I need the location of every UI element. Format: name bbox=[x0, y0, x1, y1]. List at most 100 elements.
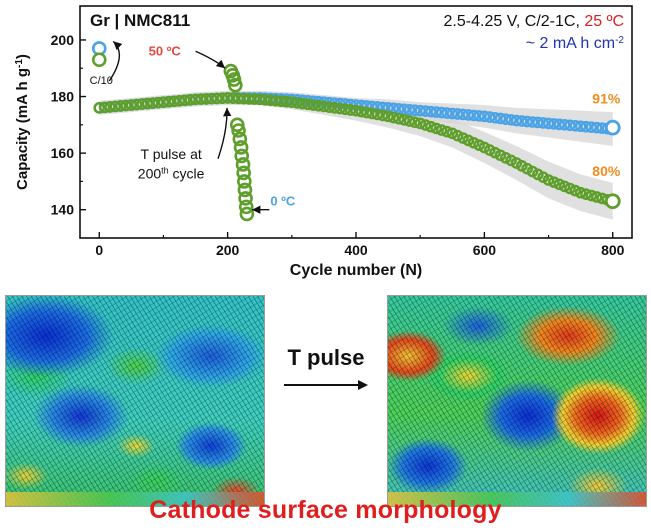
data-point bbox=[542, 117, 555, 130]
cold-temp-label: 0 ºC bbox=[270, 193, 296, 208]
data-point bbox=[414, 117, 426, 130]
surface-morphology-before bbox=[6, 296, 264, 506]
data-point bbox=[243, 93, 255, 105]
data-point bbox=[136, 98, 148, 110]
morphology-caption: Cathode surface morphology bbox=[149, 496, 502, 524]
data-point bbox=[478, 110, 491, 123]
hot-arrow bbox=[195, 50, 226, 69]
data-point bbox=[216, 92, 229, 104]
data-point bbox=[146, 97, 159, 109]
data-point bbox=[275, 95, 287, 108]
data-point bbox=[98, 101, 111, 114]
data-point bbox=[323, 101, 336, 113]
data-point bbox=[269, 94, 282, 107]
data-point bbox=[168, 95, 180, 108]
data-point bbox=[590, 121, 603, 134]
data-point bbox=[344, 104, 357, 116]
data-point bbox=[457, 108, 469, 121]
data-point bbox=[114, 100, 127, 112]
end-point-green bbox=[604, 193, 621, 210]
data-point bbox=[141, 97, 154, 110]
data-point bbox=[339, 103, 352, 116]
data-point bbox=[382, 110, 394, 123]
initial-point-green bbox=[91, 52, 107, 68]
data-point bbox=[441, 125, 453, 138]
data-point bbox=[548, 118, 560, 130]
data-point bbox=[441, 107, 453, 119]
data-point bbox=[590, 191, 603, 203]
x-axis-label: Cycle number (N) bbox=[290, 262, 422, 279]
data-point bbox=[558, 119, 571, 131]
data-point bbox=[542, 174, 555, 186]
data-point bbox=[334, 102, 346, 115]
test-condition: 2.5-4.25 V, C/2-1C, 25 ºC bbox=[444, 13, 624, 30]
data-point bbox=[526, 116, 539, 128]
data-point bbox=[558, 180, 571, 193]
hot-pulse-point bbox=[226, 72, 242, 87]
data-point bbox=[430, 106, 443, 118]
cold-pulse-point bbox=[237, 174, 252, 189]
y-tick-label: 140 bbox=[51, 202, 75, 218]
data-point bbox=[462, 109, 475, 121]
data-point bbox=[125, 99, 138, 111]
data-point bbox=[205, 92, 218, 105]
areal-loading: ~ 2 mA h cm-2 bbox=[526, 35, 625, 53]
cold-pulse-point bbox=[234, 148, 250, 164]
y-tick-label: 200 bbox=[51, 32, 75, 48]
x-tick-label: 0 bbox=[95, 242, 103, 258]
data-point bbox=[414, 104, 426, 117]
x-tick-label: 200 bbox=[216, 242, 240, 258]
data-point bbox=[435, 124, 448, 136]
x-tick-label: 800 bbox=[601, 242, 625, 258]
data-point bbox=[569, 184, 582, 197]
data-point bbox=[409, 104, 421, 117]
cold-pulse-point bbox=[232, 131, 248, 147]
hot-temp-label: 50 ºC bbox=[149, 44, 182, 59]
end-point-blue bbox=[604, 119, 621, 136]
c10-arrow bbox=[108, 40, 123, 82]
data-point bbox=[221, 92, 234, 104]
data-point bbox=[253, 93, 266, 106]
data-point bbox=[318, 100, 330, 113]
data-point bbox=[564, 119, 576, 132]
data-point bbox=[574, 186, 587, 199]
data-point bbox=[489, 111, 501, 124]
data-point bbox=[419, 105, 432, 117]
capacity-chart: 0 200 400 600 800 140 160 180 200 Cycle number (N… bbox=[14, 5, 633, 279]
data-point bbox=[307, 99, 320, 111]
error-band-blue bbox=[99, 90, 613, 147]
data-point bbox=[494, 112, 507, 125]
data-point bbox=[237, 92, 250, 105]
data-point bbox=[585, 121, 598, 133]
cold-pulse-point bbox=[229, 117, 245, 133]
data-point bbox=[355, 105, 368, 118]
data-point bbox=[419, 119, 432, 131]
cold-pulse-point bbox=[235, 157, 251, 172]
data-point bbox=[296, 97, 309, 110]
data-point bbox=[553, 118, 566, 131]
data-point bbox=[510, 114, 523, 127]
data-point bbox=[548, 176, 560, 188]
data-point bbox=[398, 103, 410, 116]
cold-pulse-point bbox=[238, 191, 253, 206]
data-point bbox=[580, 120, 592, 133]
data-point bbox=[403, 115, 416, 127]
data-point bbox=[387, 111, 400, 124]
data-point bbox=[585, 189, 598, 202]
data-point bbox=[398, 114, 410, 126]
pulse-note-line2: 200th cycle bbox=[138, 166, 205, 182]
data-point bbox=[403, 103, 416, 116]
data-point bbox=[286, 96, 298, 108]
retention-blue: 91% bbox=[592, 91, 621, 107]
data-point bbox=[505, 114, 517, 126]
data-point bbox=[451, 108, 464, 120]
retention-green: 80% bbox=[592, 163, 621, 179]
data-point bbox=[473, 110, 485, 122]
series-green bbox=[93, 92, 619, 208]
data-point bbox=[120, 99, 132, 112]
y-tick-label: 160 bbox=[51, 145, 75, 161]
cold-pulse-point bbox=[237, 182, 253, 198]
data-point bbox=[446, 107, 459, 120]
data-point bbox=[173, 94, 186, 107]
data-point bbox=[179, 94, 191, 107]
